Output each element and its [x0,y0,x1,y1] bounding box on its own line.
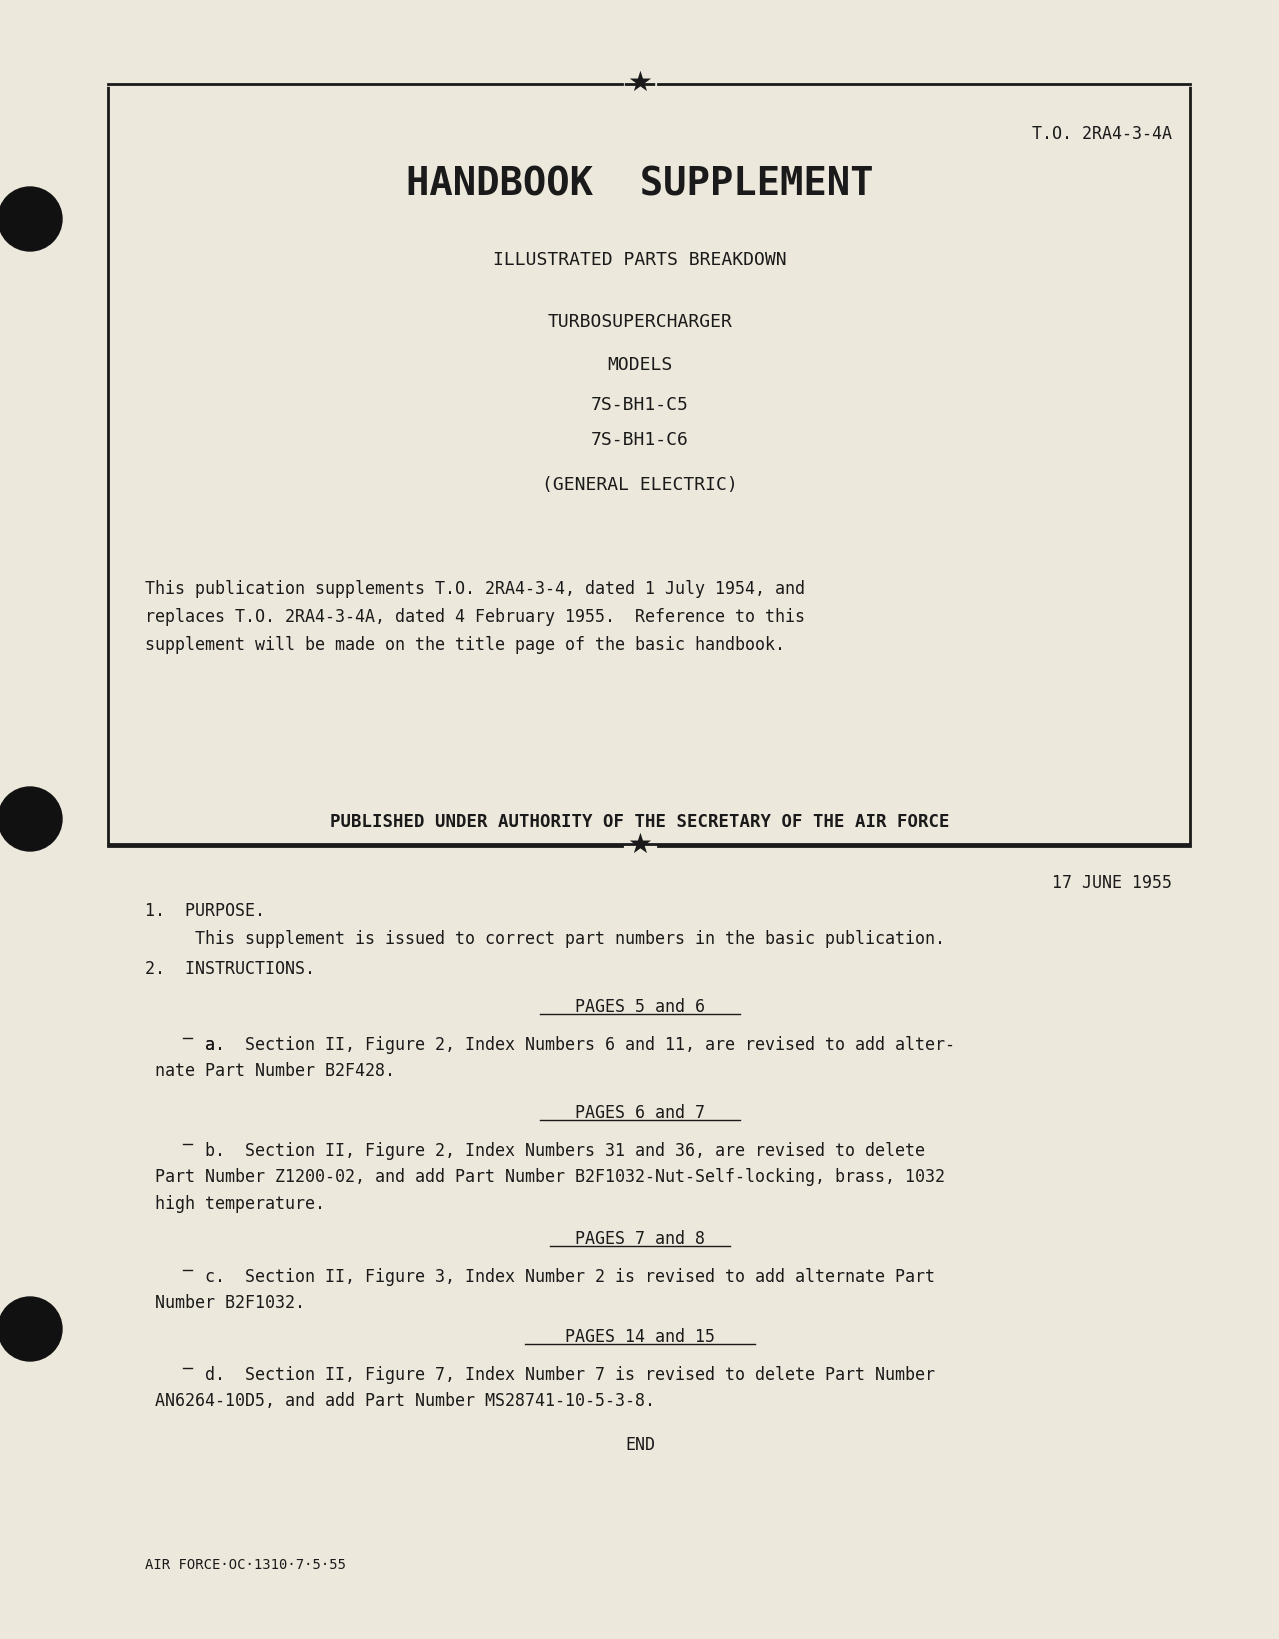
Text: PAGES 6 and 7: PAGES 6 and 7 [576,1103,705,1121]
Circle shape [0,1296,61,1360]
Text: 7S-BH1-C5: 7S-BH1-C5 [591,395,689,413]
Text: ★: ★ [628,831,652,859]
Text: This supplement is issued to correct part numbers in the basic publication.: This supplement is issued to correct par… [145,929,945,947]
Text: AIR FORCE·OC·1310·7·5·55: AIR FORCE·OC·1310·7·5·55 [145,1557,347,1572]
Text: HANDBOOK  SUPPLEMENT: HANDBOOK SUPPLEMENT [407,166,874,203]
Text: MODELS: MODELS [608,356,673,374]
Text: 17 JUNE 1955: 17 JUNE 1955 [1053,874,1172,892]
Text: END: END [625,1436,655,1454]
Text: (GENERAL ELECTRIC): (GENERAL ELECTRIC) [542,475,738,493]
Text: a.: a. [155,1036,225,1054]
Circle shape [0,188,61,252]
Text: b.  Section II, Figure 2, Index Numbers 31 and 36, are revised to delete
Part Nu: b. Section II, Figure 2, Index Numbers 3… [155,1141,945,1213]
Text: TURBOSUPERCHARGER: TURBOSUPERCHARGER [547,313,733,331]
Text: PUBLISHED UNDER AUTHORITY OF THE SECRETARY OF THE AIR FORCE: PUBLISHED UNDER AUTHORITY OF THE SECRETA… [330,813,950,831]
Circle shape [0,787,61,852]
Text: a.  Section II, Figure 2, Index Numbers 6 and 11, are revised to add alter-
nate: a. Section II, Figure 2, Index Numbers 6… [155,1036,955,1080]
Text: PAGES 14 and 15: PAGES 14 and 15 [565,1328,715,1346]
Text: 7S-BH1-C6: 7S-BH1-C6 [591,431,689,449]
Text: This publication supplements T.O. 2RA4-3-4, dated 1 July 1954, and
replaces T.O.: This publication supplements T.O. 2RA4-3… [145,580,804,654]
Text: ★: ★ [628,69,652,97]
Text: c.  Section II, Figure 3, Index Number 2 is revised to add alternate Part
Number: c. Section II, Figure 3, Index Number 2 … [155,1267,935,1311]
Text: 2.  INSTRUCTIONS.: 2. INSTRUCTIONS. [145,959,315,977]
Text: 1.  PURPOSE.: 1. PURPOSE. [145,901,265,919]
Text: PAGES 7 and 8: PAGES 7 and 8 [576,1229,705,1247]
Text: PAGES 5 and 6: PAGES 5 and 6 [576,998,705,1016]
Text: ILLUSTRATED PARTS BREAKDOWN: ILLUSTRATED PARTS BREAKDOWN [494,251,787,269]
Text: d.  Section II, Figure 7, Index Number 7 is revised to delete Part Number
AN6264: d. Section II, Figure 7, Index Number 7 … [155,1365,935,1410]
Bar [107,85,1189,844]
Text: T.O. 2RA4-3-4A: T.O. 2RA4-3-4A [1032,125,1172,143]
